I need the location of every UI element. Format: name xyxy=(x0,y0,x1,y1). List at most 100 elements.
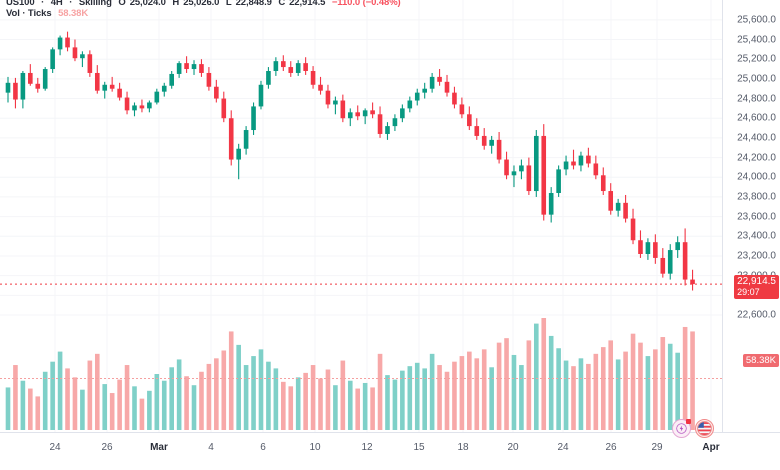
volume-bar xyxy=(169,367,174,430)
volume-bar xyxy=(80,389,85,430)
volume-bars xyxy=(5,318,695,430)
volume-bar xyxy=(318,378,323,430)
candle-body xyxy=(35,83,41,89)
lightning-bolt-glyph xyxy=(676,423,687,434)
candle-body xyxy=(243,130,249,149)
volume-bar xyxy=(623,351,628,430)
us-flag-icon[interactable] xyxy=(695,419,714,438)
volume-bar xyxy=(206,363,212,430)
volume-bar xyxy=(400,370,405,430)
price-tick-label: 24,800.0 xyxy=(737,93,776,105)
candle-body xyxy=(266,71,271,85)
candle-body xyxy=(459,104,465,115)
lightning-bolt-icon[interactable] xyxy=(672,419,691,438)
price-tick-label: 24,200.0 xyxy=(737,152,776,164)
candle-body xyxy=(109,84,115,89)
volume-bar xyxy=(496,342,502,430)
candle-body xyxy=(586,155,591,164)
time-tick-label: 12 xyxy=(361,442,373,453)
volume-bar xyxy=(347,380,353,430)
volume-value-badge: 58.38K xyxy=(742,354,779,368)
candle-body xyxy=(191,64,197,70)
volume-bar xyxy=(370,387,375,430)
volume-bar xyxy=(102,384,108,430)
candle-body xyxy=(132,105,137,111)
candle-body xyxy=(429,76,435,89)
candle-body xyxy=(87,54,93,73)
volume-bar xyxy=(615,359,621,430)
volume-bar xyxy=(72,377,78,430)
candle-body xyxy=(325,90,331,105)
volume-bar xyxy=(124,365,130,430)
candle-body xyxy=(392,118,398,127)
volume-bar xyxy=(161,380,167,430)
volume-bar xyxy=(467,351,472,430)
candle-body xyxy=(422,88,427,93)
candle-body xyxy=(437,76,442,82)
candle-body xyxy=(563,161,569,170)
candle-body xyxy=(333,100,338,105)
candle-body xyxy=(161,85,167,92)
candle-body xyxy=(489,139,494,146)
candle-body xyxy=(176,63,182,74)
candle-body xyxy=(28,72,33,84)
candle-body xyxy=(571,161,576,166)
volume-bar xyxy=(638,342,643,430)
time-axis[interactable]: 24 26 Mar 4 6 10 12 15 18 20 24 26 29 Apr xyxy=(0,432,780,470)
time-tick-label: 6 xyxy=(260,442,266,453)
candle-body xyxy=(80,54,85,59)
volume-bar xyxy=(5,387,11,430)
volume-bar xyxy=(437,365,442,430)
price-tick-label: 23,600.0 xyxy=(737,211,776,223)
candle-body xyxy=(258,84,264,107)
volume-bar xyxy=(578,358,584,430)
volume-bar xyxy=(65,368,70,430)
volume-bar xyxy=(429,353,435,430)
volume-bar xyxy=(593,353,599,430)
candle-body xyxy=(407,100,413,109)
volume-bar xyxy=(243,365,249,430)
volume-bar xyxy=(519,365,524,430)
volume-bar xyxy=(474,358,480,430)
candle-body xyxy=(295,63,301,73)
volume-bar xyxy=(221,350,227,430)
volume-bar xyxy=(303,372,308,430)
candle-body xyxy=(169,73,174,86)
volume-bar xyxy=(117,379,122,430)
candle-body xyxy=(481,135,487,146)
candle-body xyxy=(474,126,480,136)
volume-bar xyxy=(504,338,509,430)
candle-body xyxy=(303,63,308,71)
us-flag-glyph xyxy=(697,421,712,436)
price-tick-label: 25,000.0 xyxy=(737,73,776,85)
volume-bar xyxy=(251,356,256,430)
chart-plot-area[interactable] xyxy=(0,0,722,432)
volume-bar xyxy=(340,360,346,430)
bar-countdown-value: 29:07 xyxy=(737,287,760,298)
candle-body xyxy=(72,47,78,59)
volume-bar xyxy=(414,362,420,430)
price-axis[interactable]: 25,600.0 25,400.0 25,200.0 25,000.0 24,800.0… xyxy=(722,0,780,432)
volume-bar xyxy=(214,358,219,430)
candle-body xyxy=(206,72,212,87)
candle-body xyxy=(94,72,100,91)
time-tick-label: 24 xyxy=(49,442,61,453)
candle-body xyxy=(377,114,383,134)
volume-bar xyxy=(548,335,554,430)
candle-body xyxy=(414,92,420,101)
volume-bar xyxy=(489,367,494,430)
volume-bar xyxy=(273,368,279,430)
price-tick-label: 23,800.0 xyxy=(737,191,776,203)
candle-body xyxy=(578,155,584,166)
grid-lines xyxy=(0,0,722,432)
time-tick-label: Mar xyxy=(150,442,168,453)
price-tick-label: 24,000.0 xyxy=(737,171,776,183)
candle-body xyxy=(690,279,695,285)
volume-bar xyxy=(533,323,539,430)
time-tick-label: 18 xyxy=(457,442,469,453)
candle-body xyxy=(682,242,688,280)
candle-body xyxy=(102,84,108,91)
candle-body xyxy=(124,97,130,111)
time-tick-label: 4 xyxy=(208,442,214,453)
